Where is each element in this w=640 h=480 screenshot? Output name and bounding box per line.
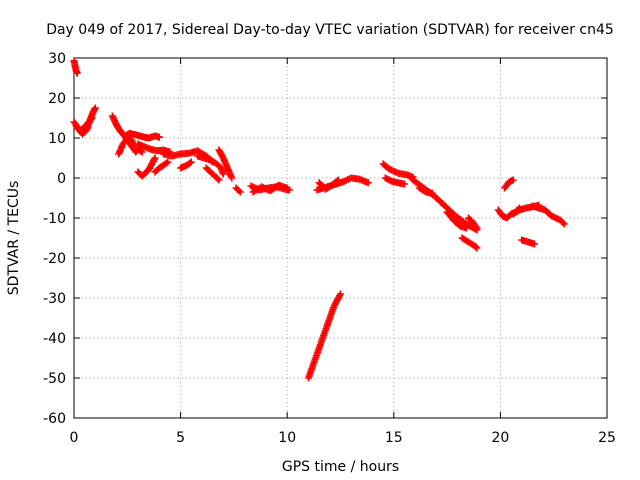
y-tick-label: -50	[43, 371, 66, 387]
y-tick-label: 0	[57, 171, 66, 187]
data-series-seg26	[443, 208, 470, 232]
data-series-seg12	[177, 158, 195, 172]
data-point	[219, 170, 227, 178]
data-series-seg30	[501, 176, 517, 192]
chart-title: Day 049 of 2017, Sidereal Day-to-day VTE…	[46, 22, 614, 38]
y-tick-label: 20	[48, 91, 66, 107]
x-axis-label: GPS time / hours	[282, 459, 399, 475]
data-point	[509, 176, 517, 184]
data-series-seg06	[119, 130, 146, 156]
data-series-seg23	[381, 174, 408, 188]
x-tick-label: 0	[70, 430, 79, 446]
data-point	[364, 179, 372, 187]
data-point	[138, 148, 146, 156]
x-tick-label: 5	[176, 430, 185, 446]
data-point	[473, 224, 481, 232]
data-point	[283, 184, 291, 192]
data-series-seg19	[305, 290, 344, 382]
data-point	[73, 69, 81, 77]
data-points	[70, 57, 568, 382]
data-point	[334, 176, 342, 184]
data-point	[88, 114, 96, 122]
data-point	[472, 223, 480, 230]
data-point	[186, 159, 194, 167]
data-point	[187, 158, 195, 166]
grid	[74, 58, 607, 418]
data-point	[337, 290, 344, 298]
y-tick-label: 10	[48, 131, 66, 147]
data-point	[559, 219, 567, 227]
x-tick-label: 25	[598, 430, 616, 446]
data-point	[151, 154, 159, 162]
data-series-seg21	[315, 176, 342, 193]
data-series-seg16	[232, 184, 244, 196]
y-tick-label: -40	[43, 331, 66, 347]
data-series-seg32	[518, 236, 539, 248]
data-series-seg09	[134, 154, 159, 180]
data-point	[155, 133, 163, 141]
data-series-seg28	[464, 214, 481, 232]
data-point	[215, 176, 223, 184]
y-tick-label: -20	[43, 251, 66, 267]
y-tick-label: -60	[43, 411, 66, 427]
data-point	[531, 240, 539, 248]
plot-frame	[73, 57, 608, 419]
data-series-seg15	[215, 146, 236, 182]
data-point	[333, 177, 341, 185]
data-series-seg18	[249, 181, 291, 196]
data-point	[560, 220, 568, 228]
data-series-seg03	[72, 114, 96, 136]
ticks: 0 5 10 15 20 25 -60 -50 -40 -30 -20 -10 0 10 20 30	[43, 51, 616, 446]
y-tick-label: -30	[43, 291, 66, 307]
y-axis-label: SDTVAR / TECUs	[6, 181, 22, 296]
data-point	[428, 189, 436, 197]
data-point	[400, 180, 408, 188]
data-series-seg27	[458, 234, 481, 252]
data-series-seg13	[194, 152, 227, 178]
data-series-seg01	[70, 57, 81, 77]
data-series-seg25	[415, 184, 436, 197]
data-series-seg07	[128, 130, 163, 142]
data-point	[472, 243, 480, 251]
data-point	[235, 187, 243, 195]
data-point	[162, 159, 170, 167]
data-point	[228, 174, 236, 182]
data-point	[91, 104, 99, 112]
data-series-seg10	[151, 158, 172, 176]
data-point	[462, 224, 470, 232]
data-point	[164, 158, 172, 166]
data-series-seg11	[160, 147, 217, 166]
y-tick-label: 30	[48, 51, 66, 67]
data-point	[236, 188, 244, 196]
x-tick-label: 15	[385, 430, 403, 446]
x-tick-label: 20	[491, 430, 509, 446]
data-point	[473, 244, 481, 252]
y-tick-label: -10	[43, 211, 66, 227]
data-series-seg08	[134, 140, 174, 156]
data-series-seg33	[528, 202, 568, 228]
data-point	[214, 175, 222, 183]
data-series-seg14	[202, 164, 223, 184]
x-tick-label: 10	[278, 430, 296, 446]
data-point	[87, 115, 95, 123]
